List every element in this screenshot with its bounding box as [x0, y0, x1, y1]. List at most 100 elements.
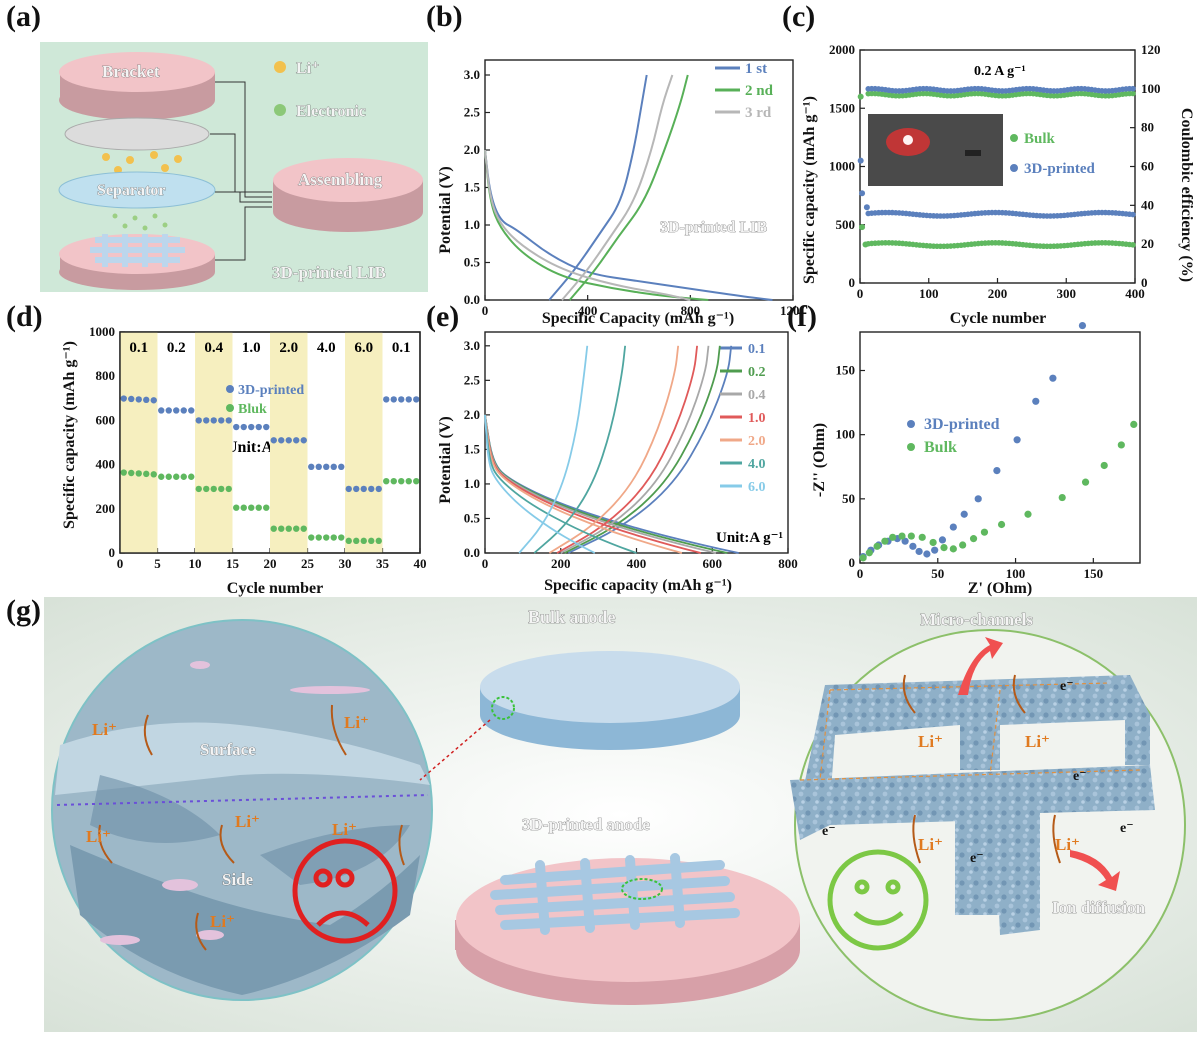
- chart-d-point: [150, 471, 157, 478]
- chart-d-point: [345, 537, 352, 545]
- chart-f-ytick-label: 0: [849, 555, 856, 570]
- chart-e-unit: Unit:A g⁻¹: [716, 530, 783, 546]
- chart-f-point: [974, 495, 982, 503]
- chart-d-point: [165, 473, 172, 480]
- chart-d-rate-label: 1.0: [242, 340, 261, 356]
- chart-d-point: [315, 463, 322, 471]
- chart-f-point: [959, 541, 967, 549]
- li-label: Li⁺: [344, 713, 369, 732]
- chart-b-line-charge: [561, 74, 674, 301]
- chart-c-y2tick-label: 100: [1141, 81, 1161, 96]
- chart-c-ytick-label: 0: [849, 275, 856, 290]
- chart-f-ytick-label: 100: [836, 427, 856, 442]
- chart-d-point: [323, 463, 330, 471]
- chart-d-point: [120, 469, 127, 476]
- chart-f-xtick-label: 150: [1084, 566, 1104, 581]
- chart-d-point: [315, 534, 322, 541]
- chart-d-ylabel: Specific capacity (mAh g⁻¹): [61, 341, 78, 529]
- chart-d-rate-label: 0.1: [129, 340, 148, 356]
- assembling-label: Assembling: [298, 170, 383, 189]
- chart-d-point: [285, 525, 292, 532]
- panel-label-b: (b): [426, 0, 463, 33]
- chart-d-point: [248, 504, 255, 511]
- chart-d-point: [180, 473, 187, 480]
- chart-d-point: [225, 417, 232, 424]
- down-arrow-icon: [1070, 850, 1120, 891]
- chart-b-legend-label: 2 nd: [745, 83, 774, 99]
- separator-label: Separator: [97, 182, 165, 199]
- chart-d-point: [173, 473, 180, 480]
- chart-d-point: [218, 485, 225, 493]
- chart-e-ytick-label: 1.5: [464, 441, 481, 456]
- chart-e-line-charge: [556, 345, 698, 554]
- chart-c-xtick-label: 400: [1125, 286, 1145, 301]
- chart-d-xtick-label: 15: [226, 556, 240, 571]
- chart-d-point: [248, 423, 255, 431]
- chart-d-xtick-label: 35: [376, 556, 390, 571]
- lib-label: 3D-printed LIB: [272, 263, 386, 282]
- chart-e-xtick-label: 0: [482, 556, 489, 571]
- surface-label: Surface: [200, 740, 256, 759]
- chart-f-point: [918, 533, 926, 541]
- micro-channels-label: Micro-channels: [920, 610, 1033, 629]
- li-legend: Li⁺: [296, 60, 320, 77]
- chart-f: -Z'' (Ohm) Z' (Ohm) 0 50 100 150 0 50 100 150 3D…: [811, 321, 1141, 597]
- li-arrows-right: [902, 674, 1061, 864]
- chart-d-point: [368, 485, 375, 493]
- bracket-disk: [59, 52, 215, 120]
- chart-d-point: [120, 395, 127, 402]
- chart-d-point: [203, 485, 210, 493]
- chart-f-frame: [859, 331, 1141, 564]
- chart-d-point: [188, 473, 195, 480]
- panel-label-e: (e): [426, 300, 460, 333]
- chart-c-y2label: Coulombic efficiency (%): [1178, 108, 1195, 282]
- chart-e-frame: [484, 331, 789, 554]
- chart-e-ytick-label: 1.0: [464, 476, 480, 491]
- chart-d-point: [390, 396, 397, 403]
- chart-b-line-charge: [568, 74, 689, 301]
- chart-d-point: [135, 396, 142, 403]
- panel-label-a: (a): [6, 0, 41, 33]
- chart-d-point: [218, 417, 225, 424]
- chart-d-point: [413, 477, 420, 485]
- chart-e-legend-label: 0.2: [748, 365, 766, 380]
- chart-f-ytick-label: 50: [842, 491, 855, 506]
- chart-f-point: [1013, 436, 1021, 444]
- chart-d-point: [233, 504, 240, 511]
- assembling-disk: [273, 158, 423, 232]
- chart-e-line-charge: [567, 345, 733, 554]
- chart-f-legend-label: Bulk: [924, 439, 957, 456]
- chart-e-legend-label: 1.0: [748, 411, 766, 426]
- chart-c-xtick-label: 300: [1057, 286, 1077, 301]
- electron-label: e⁻: [970, 851, 984, 866]
- chart-c-point: [1130, 242, 1136, 248]
- chart-b-xlabel: Specific Capacity (mAh g⁻¹): [542, 310, 734, 327]
- chart-c-ylabel: Specific capacity (mAh g⁻¹): [801, 96, 818, 284]
- chart-d-rate-label: 0.1: [392, 340, 411, 356]
- chart-b-ytick-label: 1.5: [464, 180, 481, 195]
- chart-b-ylabel: Potential (V): [437, 166, 454, 254]
- chart-f-point: [1078, 321, 1087, 330]
- electron-label: e⁻: [1073, 769, 1087, 784]
- electron-label: e⁻: [1120, 821, 1134, 836]
- chart-c-point: [857, 157, 864, 164]
- chart-d-point: [128, 395, 135, 403]
- chart-c-xtick-label: 200: [988, 286, 1008, 301]
- chart-c-ce-point: [1130, 90, 1136, 97]
- chart-f-point: [1117, 441, 1125, 449]
- chart-c-point: [859, 224, 866, 231]
- chart-b-xtick-label: 800: [681, 303, 701, 318]
- chart-d-point: [338, 463, 345, 471]
- printed-anode-label: 3D-printed anode: [522, 815, 650, 834]
- chart-f-point: [907, 532, 915, 540]
- chart-d-point: [405, 477, 412, 485]
- chart-c-xtick-label: 100: [919, 286, 939, 301]
- chart-d-point: [353, 537, 360, 545]
- chart-b-ytick-label: 0.0: [464, 292, 480, 307]
- chart-c-inset-battery: [965, 150, 981, 156]
- chart-b-xtick-label: 400: [578, 303, 598, 318]
- li-arrows-left: [98, 704, 405, 951]
- chart-d-point: [338, 534, 345, 541]
- chart-c-legend-swatch: [1010, 134, 1018, 142]
